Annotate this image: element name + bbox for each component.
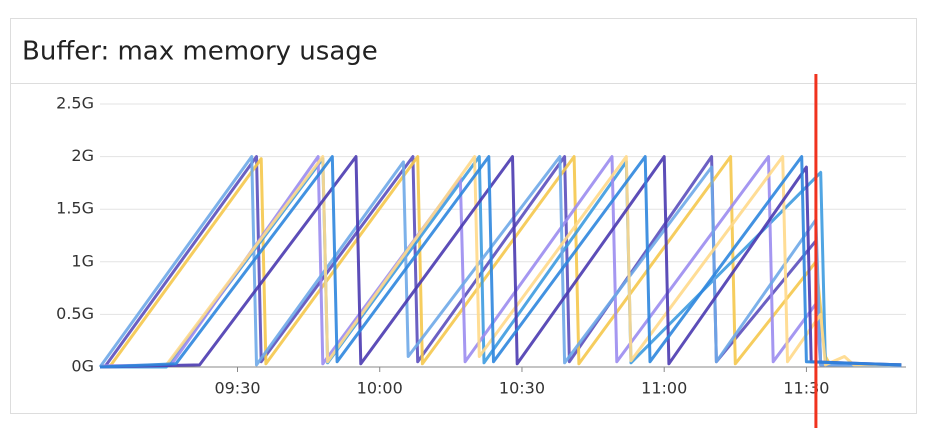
series-line bbox=[99, 155, 902, 369]
x-tick-label: 11:30 bbox=[783, 379, 829, 398]
x-tick-label: 10:00 bbox=[357, 379, 403, 398]
y-tick-label: 2.5G bbox=[56, 94, 94, 113]
y-tick-label: 1G bbox=[71, 251, 94, 270]
series-line bbox=[99, 155, 902, 369]
series-line bbox=[99, 155, 902, 369]
y-tick-label: 0.5G bbox=[56, 304, 94, 323]
y-tick-label: 0G bbox=[71, 357, 94, 376]
x-tick-label: 10:30 bbox=[499, 379, 545, 398]
x-tick-label: 11:00 bbox=[641, 379, 687, 398]
x-tick-label: 09:30 bbox=[214, 379, 260, 398]
y-tick-label: 1.5G bbox=[56, 199, 94, 218]
y-tick-label: 2G bbox=[71, 146, 94, 165]
panel-title: Buffer: max memory usage bbox=[22, 37, 378, 67]
